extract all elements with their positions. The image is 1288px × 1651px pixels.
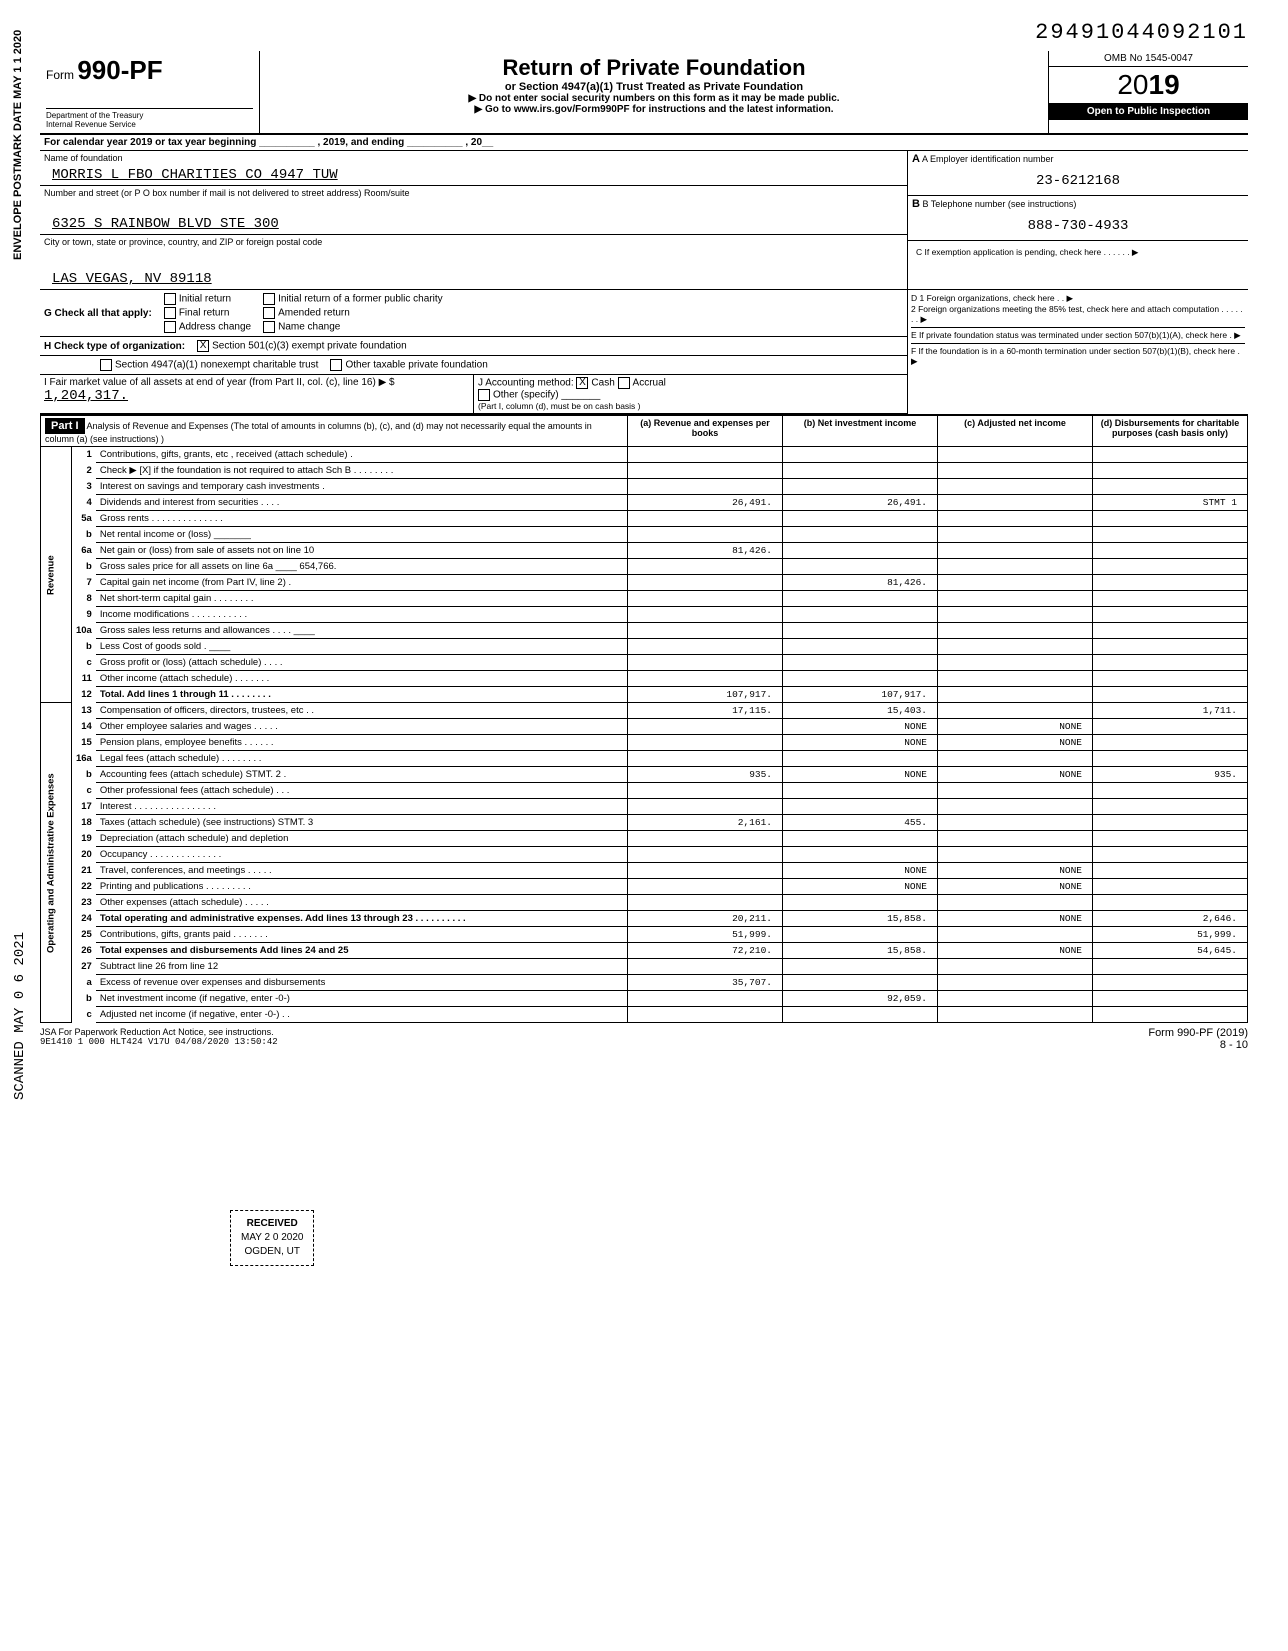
name-change-checkbox[interactable] <box>263 321 275 333</box>
table-row: 12 Total. Add lines 1 through 11 . . . .… <box>41 687 1248 703</box>
table-row: 16a Legal fees (attach schedule) . . . .… <box>41 751 1248 767</box>
goto-link: ▶ Go to www.irs.gov/Form990PF for instru… <box>270 104 1038 115</box>
calendar-year-line: For calendar year 2019 or tax year begin… <box>40 135 1248 151</box>
table-row: 26 Total expenses and disbursements Add … <box>41 943 1248 959</box>
form-number: Form 990-PF <box>46 55 253 86</box>
col-b-header: (b) Net investment income <box>783 416 938 447</box>
table-row: 7 Capital gain net income (from Part IV,… <box>41 575 1248 591</box>
e-terminated: E If private foundation status was termi… <box>911 327 1245 341</box>
dln-number: 29491044092101 <box>40 20 1248 45</box>
table-row: 10a Gross sales less returns and allowan… <box>41 623 1248 639</box>
address-label: Number and street (or P O box number if … <box>40 186 907 200</box>
table-row: b Net investment income (if negative, en… <box>41 991 1248 1007</box>
table-row: 18 Taxes (attach schedule) (see instruct… <box>41 815 1248 831</box>
address-change-checkbox[interactable] <box>164 321 176 333</box>
table-row: 19 Depreciation (attach schedule) and de… <box>41 831 1248 847</box>
4947-checkbox[interactable] <box>100 359 112 371</box>
footer-code: 9E1410 1 000 HLT424 V17U 04/08/2020 13:5… <box>40 1037 278 1047</box>
c-exemption: C If exemption application is pending, c… <box>912 245 1244 260</box>
part1-desc: Analysis of Revenue and Expenses (The to… <box>45 421 592 444</box>
table-row: c Adjusted net income (if negative, ente… <box>41 1007 1248 1023</box>
table-row: 5a Gross rents . . . . . . . . . . . . .… <box>41 511 1248 527</box>
table-row: 27 Subtract line 26 from line 12 <box>41 959 1248 975</box>
final-return-checkbox[interactable] <box>164 307 176 319</box>
table-row: 25 Contributions, gifts, grants paid . .… <box>41 927 1248 943</box>
table-row: c Other professional fees (attach schedu… <box>41 783 1248 799</box>
table-row: 17 Interest . . . . . . . . . . . . . . … <box>41 799 1248 815</box>
part1-table: Part I Analysis of Revenue and Expenses … <box>40 415 1248 1023</box>
table-row: b Less Cost of goods sold . ____ <box>41 639 1248 655</box>
ssn-warning: ▶ Do not enter social security numbers o… <box>270 93 1038 104</box>
table-row: Operating and Administrative Expenses 13… <box>41 703 1248 719</box>
table-row: 11 Other income (attach schedule) . . . … <box>41 671 1248 687</box>
table-row: Revenue 1 Contributions, gifts, grants, … <box>41 447 1248 463</box>
tax-year: 2019 <box>1049 67 1248 103</box>
table-row: 22 Printing and publications . . . . . .… <box>41 879 1248 895</box>
name-label: Name of foundation <box>40 151 907 165</box>
table-row: 4 Dividends and interest from securities… <box>41 495 1248 511</box>
omb-number: OMB No 1545-0047 <box>1049 51 1248 67</box>
paperwork-notice: JSA For Paperwork Reduction Act Notice, … <box>40 1027 278 1037</box>
city-state-zip: LAS VEGAS, NV 89118 <box>40 269 907 289</box>
ein-label: A A Employer identification number <box>908 151 1248 167</box>
g-label: G Check all that apply: <box>44 308 152 319</box>
page-number: 8 - 10 <box>1148 1039 1248 1051</box>
form-subtitle: or Section 4947(a)(1) Trust Treated as P… <box>270 81 1038 93</box>
part1-header: Part I <box>45 418 85 434</box>
table-row: 6a Net gain or (loss) from sale of asset… <box>41 543 1248 559</box>
table-row: a Excess of revenue over expenses and di… <box>41 975 1248 991</box>
city-label: City or town, state or province, country… <box>40 235 907 249</box>
phone-label: B B Telephone number (see instructions) <box>908 196 1248 212</box>
other-method-checkbox[interactable] <box>478 389 490 401</box>
fmv-value: 1,204,317. <box>44 388 138 404</box>
accrual-checkbox[interactable] <box>618 377 630 389</box>
street-address: 6325 S RAINBOW BLVD STE 300 <box>40 214 907 234</box>
revenue-label: Revenue <box>41 447 72 703</box>
table-row: 8 Net short-term capital gain . . . . . … <box>41 591 1248 607</box>
j-label: J Accounting method: <box>478 378 574 389</box>
d2-foreign: 2 Foreign organizations meeting the 85% … <box>911 304 1245 325</box>
scanned-stamp: SCANNED MAY 0 6 2021 <box>12 932 28 1100</box>
cash-checkbox[interactable]: X <box>576 377 588 389</box>
expenses-label: Operating and Administrative Expenses <box>41 703 72 1023</box>
table-row: c Gross profit or (loss) (attach schedul… <box>41 655 1248 671</box>
col-c-header: (c) Adjusted net income <box>938 416 1093 447</box>
public-inspection: Open to Public Inspection <box>1049 103 1248 120</box>
phone-value: 888-730-4933 <box>908 212 1248 240</box>
amended-return-checkbox[interactable] <box>263 307 275 319</box>
table-row: 24 Total operating and administrative ex… <box>41 911 1248 927</box>
col-a-header: (a) Revenue and expenses per books <box>628 416 783 447</box>
received-stamp: RECEIVED MAY 2 0 2020 OGDEN, UT <box>230 1210 314 1266</box>
table-row: b Net rental income or (loss) _______ <box>41 527 1248 543</box>
j-note: (Part I, column (d), must be on cash bas… <box>478 401 903 411</box>
ein-value: 23-6212168 <box>908 167 1248 195</box>
table-row: b Gross sales price for all assets on li… <box>41 559 1248 575</box>
dept-treasury: Department of the Treasury Internal Reve… <box>46 108 253 129</box>
table-row: 2 Check ▶ [X] if the foundation is not r… <box>41 463 1248 479</box>
form-title: Return of Private Foundation <box>270 55 1038 81</box>
table-row: 23 Other expenses (attach schedule) . . … <box>41 895 1248 911</box>
table-row: 20 Occupancy . . . . . . . . . . . . . . <box>41 847 1248 863</box>
f-60month: F If the foundation is in a 60-month ter… <box>911 343 1245 367</box>
initial-return-checkbox[interactable] <box>164 293 176 305</box>
table-row: 3 Interest on savings and temporary cash… <box>41 479 1248 495</box>
table-row: 21 Travel, conferences, and meetings . .… <box>41 863 1248 879</box>
initial-former-checkbox[interactable] <box>263 293 275 305</box>
h-label: H Check type of organization: <box>44 341 185 352</box>
d1-foreign: D 1 Foreign organizations, check here . … <box>911 293 1245 304</box>
other-taxable-checkbox[interactable] <box>330 359 342 371</box>
envelope-stamp: ENVELOPE POSTMARK DATE MAY 1 1 2020 <box>12 30 24 260</box>
table-row: 14 Other employee salaries and wages . .… <box>41 719 1248 735</box>
table-row: 15 Pension plans, employee benefits . . … <box>41 735 1248 751</box>
i-label: I Fair market value of all assets at end… <box>44 377 395 388</box>
table-row: 9 Income modifications . . . . . . . . .… <box>41 607 1248 623</box>
form-ref: Form 990-PF (2019) <box>1148 1027 1248 1039</box>
col-d-header: (d) Disbursements for charitable purpose… <box>1093 416 1248 447</box>
table-row: b Accounting fees (attach schedule) STMT… <box>41 767 1248 783</box>
form-header: Form 990-PF Department of the Treasury I… <box>40 51 1248 135</box>
501c3-checkbox[interactable]: X <box>197 340 209 352</box>
foundation-name: MORRIS L FBO CHARITIES CO 4947 TUW <box>40 165 907 185</box>
